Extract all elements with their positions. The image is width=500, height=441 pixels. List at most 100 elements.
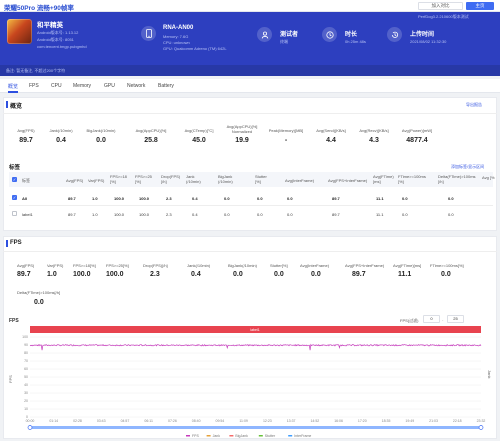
slider-start-handle[interactable]: [27, 425, 33, 430]
fps-stat-value: 0.0: [311, 271, 321, 278]
metric-value: 89.7: [19, 137, 33, 144]
fps-stat-label: Avg(FPS): [17, 263, 35, 268]
y-tick-label: 10: [24, 407, 28, 411]
row-checkbox[interactable]: [12, 211, 17, 216]
x-tick-label: 09:54: [216, 419, 225, 423]
add-compare-button[interactable]: 加入对比: [418, 2, 463, 10]
x-tick-label: 14:52: [310, 419, 319, 423]
tester-value: 终端: [280, 39, 288, 44]
fps-filter-min-input[interactable]: 0: [423, 315, 440, 323]
label-band[interactable]: [30, 326, 481, 333]
y-tick-label: 70: [24, 359, 28, 363]
column-header: Jank (/10min): [186, 174, 201, 184]
legend-swatch[interactable]: [229, 435, 234, 437]
fps-filter-label: FPS(过滤): [400, 318, 419, 323]
tab-cpu[interactable]: CPU: [51, 83, 62, 89]
metric-value: 0.4: [56, 137, 66, 144]
legend-item[interactable]: BigJank: [235, 434, 248, 438]
chart-grid: [30, 336, 481, 418]
legend-item[interactable]: Stutter: [265, 434, 276, 438]
fps-stat-label: FPS>=25[%]: [106, 263, 129, 268]
metric-label: Avg(Power)[mW]: [401, 128, 433, 133]
table-cell: 0.0: [224, 212, 230, 217]
add-label-link[interactable]: 添加标签/显示区间: [451, 164, 485, 169]
table-cell: 89.7: [68, 212, 76, 217]
fps-stat-label: Var(FPS): [47, 263, 64, 268]
y-tick-label: 100: [22, 335, 28, 339]
duration-value: 0h 25m 48s: [345, 39, 366, 44]
table-cell: 11.1: [376, 212, 384, 217]
top-bar: [0, 0, 500, 12]
x-tick-label: 02:28: [73, 419, 82, 423]
y-tick-label: 80: [24, 351, 28, 355]
row-checkbox[interactable]: ✓: [12, 195, 17, 200]
legend-item[interactable]: FPS: [192, 434, 199, 438]
column-header: Avg(FPS+InterFrame): [328, 178, 368, 183]
game-build: Android版本号: 8051: [37, 37, 74, 42]
x-tick-label: 01:14: [49, 419, 58, 423]
fps-section-title: FPS: [10, 240, 22, 246]
x-tick-label: 03:43: [97, 419, 106, 423]
metric-value: -: [284, 137, 288, 144]
divider: [3, 251, 497, 252]
legend-swatch[interactable]: [206, 435, 211, 437]
metric-label: Avg(CTemp)[°C]: [184, 128, 214, 133]
x-tick-label: 12:23: [263, 419, 272, 423]
upload-value: 2021/08/02 11:32:30: [410, 39, 447, 44]
tab-network[interactable]: Network: [127, 83, 146, 89]
metric-label: Peak(Memory)[MB]: [268, 128, 304, 133]
legend-swatch[interactable]: [288, 435, 293, 437]
range-dash: -: [442, 317, 444, 322]
legend-item[interactable]: Jank: [213, 434, 221, 438]
fps-stat-label: FPS>=18[%]: [73, 263, 96, 268]
row-label[interactable]: label1: [22, 212, 33, 217]
metric-label: Avg(FPS): [17, 128, 35, 133]
table-cell: 0.0: [287, 212, 293, 217]
remark-text[interactable]: 备注: 暂无备注, 不超过200个字符: [6, 68, 66, 73]
legend-item[interactable]: InterFrame: [294, 434, 311, 438]
tab-memory[interactable]: Memory: [73, 83, 92, 89]
x-tick-label: 11:09: [239, 419, 248, 423]
tab-fps[interactable]: FPS: [29, 83, 39, 89]
column-header: FPS>=25 [%]: [135, 174, 152, 184]
export-report-link[interactable]: 导出报告: [466, 102, 482, 107]
select-all-checkbox[interactable]: ✓: [12, 177, 17, 182]
column-header: BigJank (/10min): [218, 174, 233, 184]
labels-title: 标签: [9, 165, 21, 171]
table-cell: 100.0: [114, 196, 125, 201]
fps-stat-value: 89.7: [352, 271, 366, 278]
tab-gpu[interactable]: GPU: [104, 83, 115, 89]
tab-battery[interactable]: Battery: [158, 83, 174, 89]
column-header: Avg [%: [482, 175, 495, 180]
y-tick-label: 0: [26, 415, 28, 419]
tester-label: 测试者: [280, 32, 299, 38]
row-label[interactable]: All: [22, 196, 28, 201]
x-tick-label: 17:20: [358, 419, 367, 423]
time-range-selection[interactable]: [30, 426, 481, 429]
table-cell: 1.0: [92, 212, 98, 217]
table-cell: 2.3: [166, 196, 172, 201]
column-header: Var(FPS): [88, 178, 105, 183]
home-button[interactable]: 主页: [466, 2, 494, 10]
table-header: [9, 172, 493, 187]
duration-label: 时长: [345, 32, 358, 38]
metric-value: 45.0: [192, 137, 206, 144]
metric-value: 4.3: [369, 137, 379, 144]
column-header: Avg(InterFrame): [285, 178, 315, 183]
fps-stat-label: Avg(FTime)[ms]: [393, 263, 422, 268]
fps-filter-max-input[interactable]: 25: [447, 315, 464, 323]
remark-bar: [0, 65, 500, 76]
legend-swatch[interactable]: [186, 435, 190, 437]
column-header: Delta(FTime)>100ms [/h]: [438, 174, 476, 184]
fps-stat-value: 2.3: [150, 271, 160, 278]
column-header: Avg(FPS): [66, 178, 84, 183]
tab-overview[interactable]: 概览: [8, 84, 19, 90]
slider-end-handle[interactable]: [478, 425, 484, 430]
table-cell: 89.7: [332, 212, 340, 217]
table-cell: 0.0: [402, 196, 408, 201]
y-tick-label: 20: [24, 399, 28, 403]
fps-stat-label: Avg(FPS+InterFrame): [345, 263, 385, 268]
legend-swatch[interactable]: [258, 435, 263, 437]
column-header: Drop(FPS) [/h]: [161, 174, 181, 184]
